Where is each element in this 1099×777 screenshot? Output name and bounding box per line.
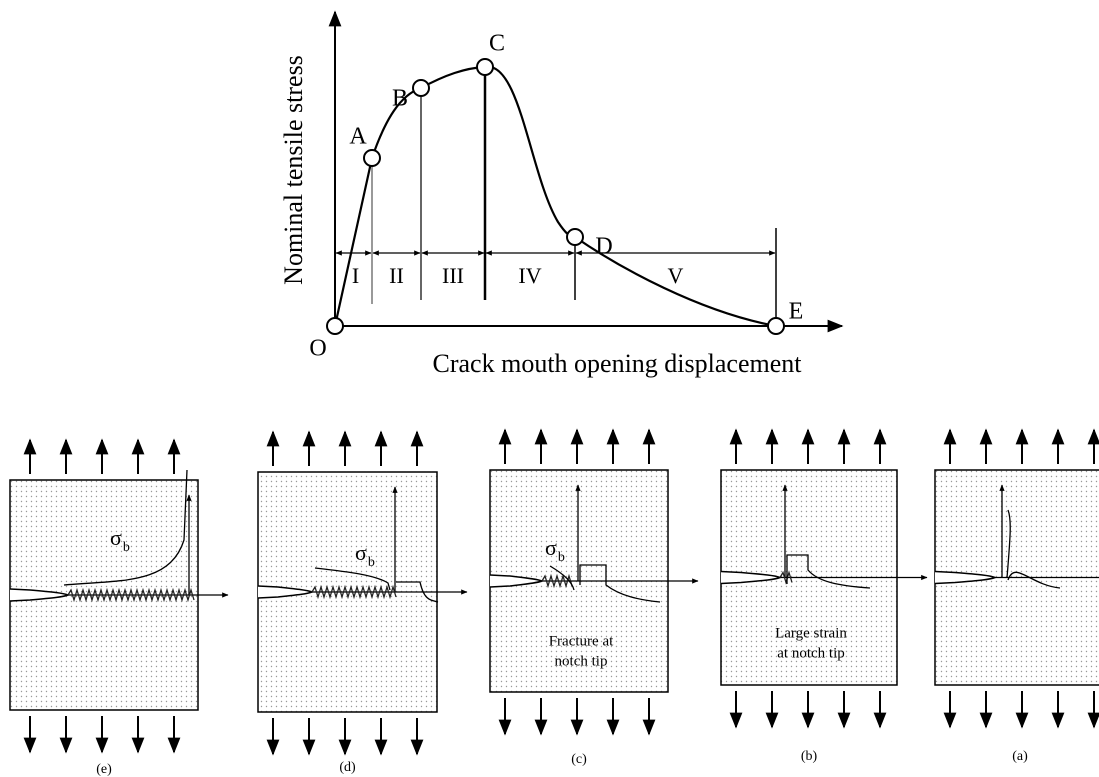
stage-label: IV [518,263,541,288]
panel-note: at notch tip [777,645,845,661]
panel-caption: (e) [96,762,112,777]
sigma-label: σ [110,525,122,550]
sigma-label: σ [355,540,367,565]
stress-curve [314,567,391,591]
point-marker [412,79,430,97]
sigma-subscript: b [368,555,375,570]
panel-caption: (d) [339,760,356,775]
point-label: C [489,31,505,57]
point-label: D [595,234,612,260]
point-marker [566,228,584,246]
panel-caption: (b) [801,749,818,764]
stress-curve [786,554,871,589]
sigma-subscript: b [123,540,130,555]
specimen: (b) Large strain at notch tip [720,428,928,764]
point-label: B [392,86,408,112]
sigma-label: σ [545,535,557,560]
specimen: (d) σ b [257,430,468,775]
stress-curve [1006,509,1061,589]
stress-curve [396,581,439,603]
point-label: A [349,124,367,150]
point-label: O [309,336,326,362]
stress-curve [63,469,188,586]
stage-label: I [352,263,359,288]
panel-note: Large strain [775,625,847,641]
panel-caption: (c) [571,752,587,767]
stress-curve [579,564,661,603]
crack [67,587,195,603]
point-marker [767,317,785,335]
panel-caption: (a) [1012,749,1028,764]
specimen: (a) [934,428,1099,764]
x-axis-label: Crack mouth opening displacement [433,349,803,378]
point-marker [326,317,344,335]
y-axis-label: Nominal tensile stress [279,55,308,285]
panel-note: Fracture at [549,633,614,649]
point-marker [476,58,494,76]
specimen: (e) σ b [9,438,229,777]
stage-label: V [668,263,684,288]
panel-note: notch tip [555,653,608,669]
sigma-subscript: b [558,550,565,565]
stage-label: III [442,263,464,288]
stage-label: II [389,263,404,288]
crack [779,570,793,585]
stress-curve [549,565,575,591]
point-marker [363,149,381,167]
specimen: (c) σ b Fracture at notch tip [489,428,699,767]
curve-chart [326,10,844,335]
crack [541,573,573,589]
crack [311,584,397,600]
point-label: E [789,299,804,325]
